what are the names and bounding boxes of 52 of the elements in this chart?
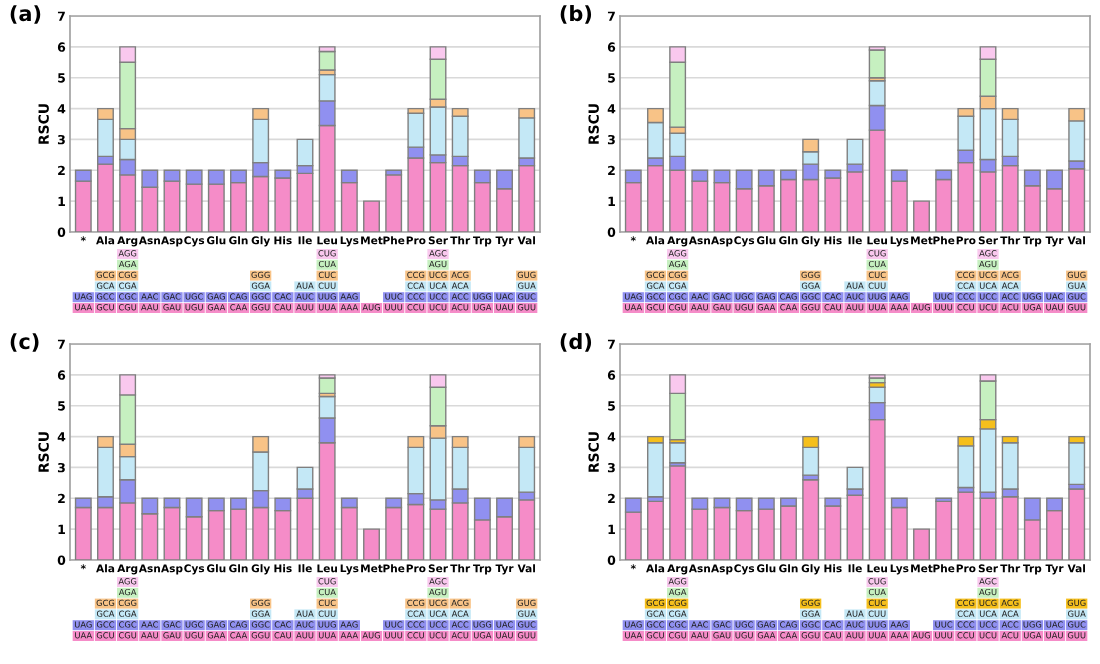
bar <box>824 505 842 560</box>
bar <box>296 172 314 232</box>
bar <box>97 163 114 232</box>
bar <box>1068 168 1086 232</box>
bar <box>296 138 314 167</box>
bar <box>647 500 664 560</box>
bar <box>647 442 664 498</box>
bar <box>429 106 447 156</box>
bar <box>74 506 92 560</box>
bar <box>1068 442 1086 486</box>
bar <box>846 494 864 560</box>
bar <box>1001 442 1019 490</box>
bar <box>1068 488 1086 560</box>
bar <box>385 506 403 560</box>
bar <box>913 200 930 232</box>
bar <box>713 506 731 560</box>
bar <box>274 177 292 232</box>
bar <box>429 508 447 560</box>
bar <box>647 164 664 232</box>
bar <box>846 171 864 232</box>
bar <box>163 506 181 560</box>
bar <box>451 115 469 158</box>
bar <box>669 465 687 560</box>
bar <box>363 200 380 232</box>
bar <box>340 506 358 560</box>
bar <box>429 161 447 232</box>
bar <box>363 528 380 560</box>
bar <box>318 50 336 71</box>
bar <box>385 174 403 232</box>
chart-title: (c) <box>10 333 39 352</box>
bar <box>296 497 314 560</box>
chart-title: (a) <box>10 5 41 24</box>
bar <box>890 506 908 560</box>
bar <box>780 178 797 232</box>
bar <box>824 177 842 232</box>
bar <box>780 505 797 560</box>
bar <box>913 528 930 560</box>
bar <box>1001 496 1019 560</box>
bar <box>935 178 953 232</box>
bar <box>979 428 997 493</box>
bar <box>1001 164 1019 232</box>
bar <box>846 138 864 165</box>
bar <box>802 479 820 560</box>
chart-title: (d) <box>560 333 592 352</box>
bar <box>957 491 975 560</box>
bar <box>979 497 997 560</box>
chart-title: (b) <box>560 5 592 24</box>
bar <box>935 500 953 560</box>
bar <box>518 164 536 232</box>
bar <box>518 499 536 560</box>
bar <box>451 164 469 232</box>
bar <box>846 466 864 490</box>
